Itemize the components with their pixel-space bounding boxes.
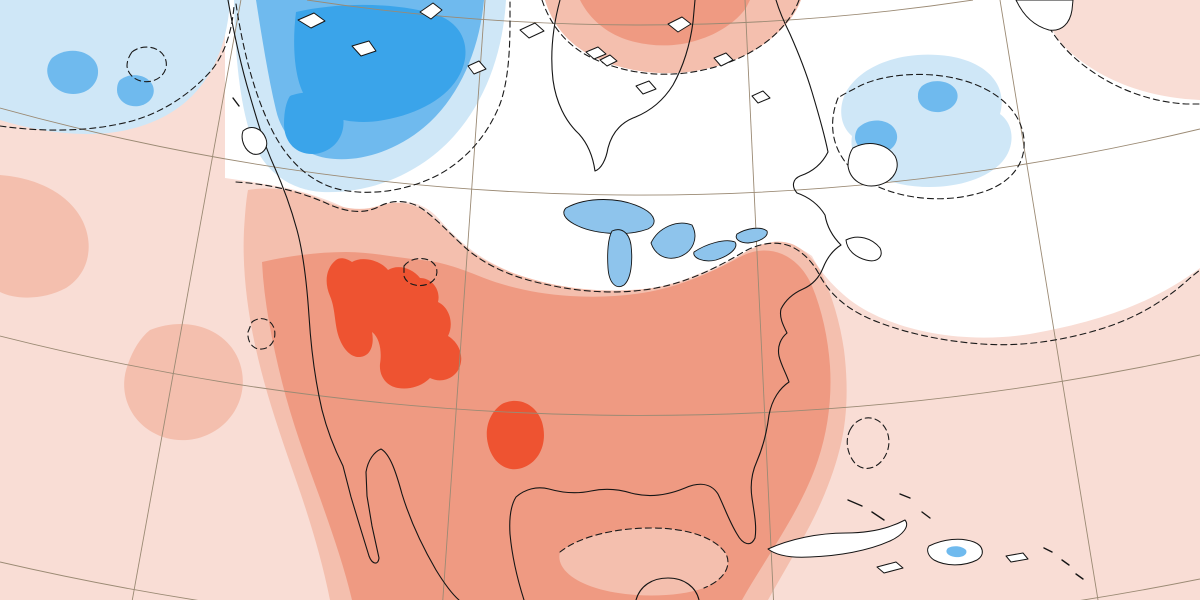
puerto-rico (1005, 552, 1029, 563)
bahamas-speck-1 (847, 499, 863, 507)
region-cool-light-spot-b (117, 75, 154, 107)
coastline-hudson-bay (551, 0, 696, 172)
cuba (767, 519, 908, 558)
bahamas-speck-3 (899, 493, 911, 499)
coastline-layer (227, 0, 842, 600)
lake-superior (563, 199, 655, 234)
contour-zero-line (235, 181, 1200, 346)
antilles-speck-1 (1043, 547, 1053, 553)
region-warm-light-pacific-patch-a (0, 175, 89, 298)
region-cool-light-spot-a (47, 50, 99, 95)
graticule-parallel-2 (0, 107, 1200, 196)
contour-small-ring-plains (403, 257, 438, 287)
region-warm-light-gulf-patch (559, 528, 728, 596)
arctic-island-7 (635, 80, 657, 95)
region-cool-strong-nw-canada-core (294, 4, 466, 122)
antilles-speck-2 (1061, 559, 1070, 566)
great-lakes-layer (563, 199, 768, 288)
lake-erie (693, 240, 737, 262)
arctic-island-2 (351, 40, 377, 57)
graticule-meridian-1 (131, 0, 242, 600)
arctic-island-5 (519, 22, 545, 39)
jamaica (876, 561, 904, 574)
contour-arctic-warm-patch (541, 0, 800, 75)
hispaniola-cool-spot (946, 546, 967, 558)
graticule-parallel-1 (306, 0, 974, 26)
contour-nw-cold-boundary (235, 1, 511, 193)
graticule-parallel-4 (0, 561, 1200, 600)
region-warm-medium-arctic-core (580, 0, 750, 46)
island-layer (241, 0, 1074, 574)
antilles-speck-3 (1075, 573, 1084, 580)
arctic-island-1 (297, 12, 326, 29)
region-cool-strong-nw-canada-lobe (284, 92, 344, 155)
region-cool-faint-gulf-of-alaska (0, 0, 230, 134)
arctic-island-9 (713, 52, 734, 67)
nova-scotia (845, 236, 882, 262)
greenland-tip (1015, 0, 1074, 31)
bahamas-speck-4 (921, 511, 931, 519)
arctic-island-4 (467, 60, 487, 75)
contour-small-ring-west-coast (247, 318, 276, 350)
graticule-parallel-3 (0, 335, 1200, 416)
lake-ontario (735, 227, 768, 244)
contour-gulf-of-alaska-boundary (0, 5, 235, 131)
arctic-island-8 (667, 16, 692, 33)
arctic-island-3 (419, 2, 443, 20)
region-warm-faint-top-right-corner (1042, 0, 1200, 100)
newfoundland (847, 143, 898, 187)
island-speck-layer (232, 97, 1084, 580)
region-warm-strong-rockies (326, 258, 462, 389)
graticule-meridian-3 (744, 0, 774, 600)
lake-michigan (607, 229, 633, 288)
contour-small-ring-atlantic (846, 417, 890, 469)
coastline-gulf-east (509, 0, 842, 600)
bahamas-speck-2 (871, 511, 885, 521)
vancouver-island (241, 127, 268, 155)
arctic-island-6 (585, 46, 607, 60)
alaska-panhandle-speck (232, 97, 240, 107)
region-warm-light-pacific-patch-b (124, 324, 243, 441)
graticule-meridian-4 (999, 0, 1099, 600)
graticule-meridian-2 (442, 0, 486, 600)
region-cool-light-labrador-spot-b (917, 81, 958, 113)
arctic-island-10 (751, 90, 771, 104)
lake-huron (650, 222, 696, 259)
region-warm-strong-southern-plains (486, 400, 544, 470)
coastline-yucatan (635, 577, 700, 600)
hudson-bay-island (599, 54, 618, 67)
contour-gulf-patch-ring (559, 527, 729, 589)
coastline-pacific-west (227, 0, 460, 600)
contour-small-ring-alaska (126, 46, 167, 83)
